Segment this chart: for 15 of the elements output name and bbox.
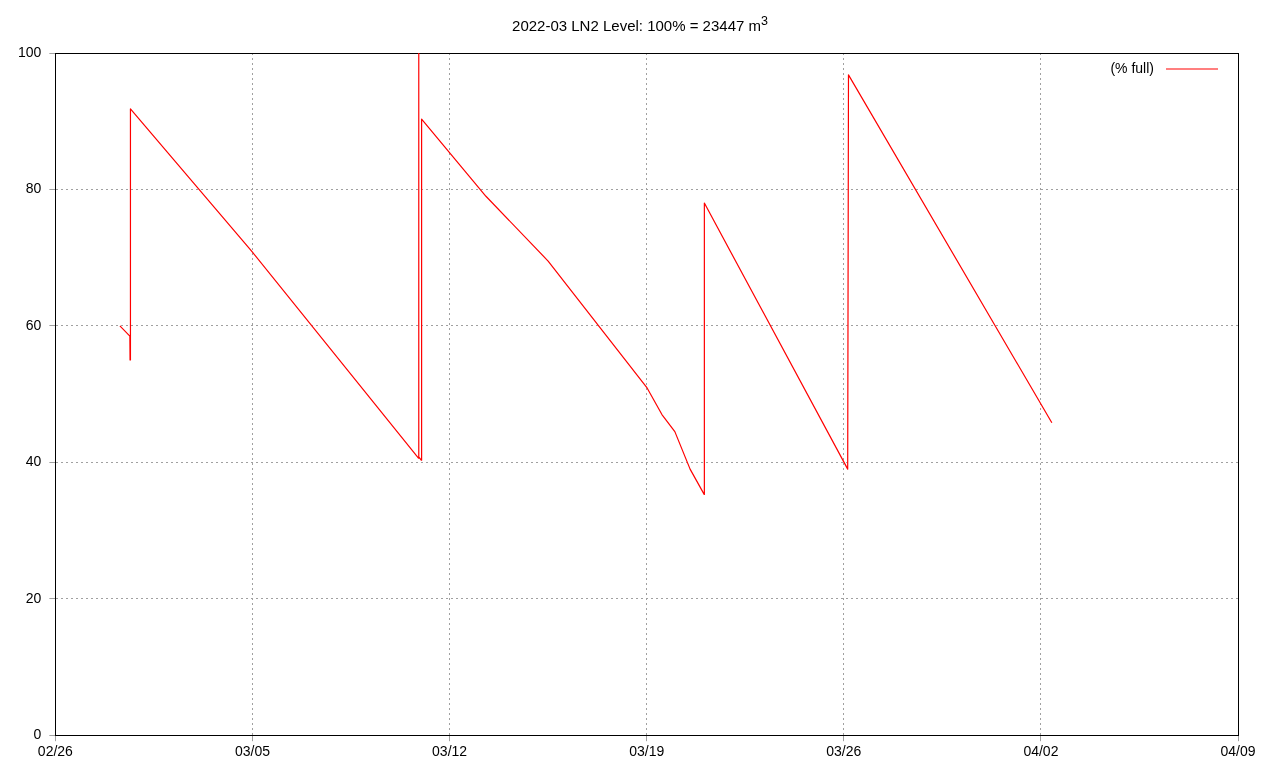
y-tick-label: 100 — [18, 43, 42, 60]
x-tick-label: 03/19 — [629, 743, 665, 760]
y-tick-label: 0 — [33, 726, 42, 743]
chart-title: 2022-03 LN2 Level: 100% = 23447 m$^{3}$ — [511, 14, 769, 34]
x-tick-label: 04/02 — [1023, 743, 1059, 760]
x-tick-label: 03/05 — [234, 743, 271, 760]
x-tick-label: 03/26 — [826, 743, 862, 760]
x-tick-label: 02/26 — [37, 743, 74, 760]
y-tick-label: 20 — [25, 589, 42, 606]
y-tick-label: 80 — [25, 180, 42, 197]
y-tick-label: 40 — [25, 453, 42, 470]
legend-label: (% full) — [1110, 59, 1154, 76]
x-tick-label: 03/12 — [432, 743, 468, 760]
x-tick-label: 04/09 — [1220, 743, 1256, 760]
y-tick-label: 60 — [25, 316, 42, 333]
